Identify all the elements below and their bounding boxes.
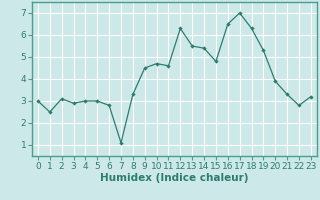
X-axis label: Humidex (Indice chaleur): Humidex (Indice chaleur)	[100, 173, 249, 183]
